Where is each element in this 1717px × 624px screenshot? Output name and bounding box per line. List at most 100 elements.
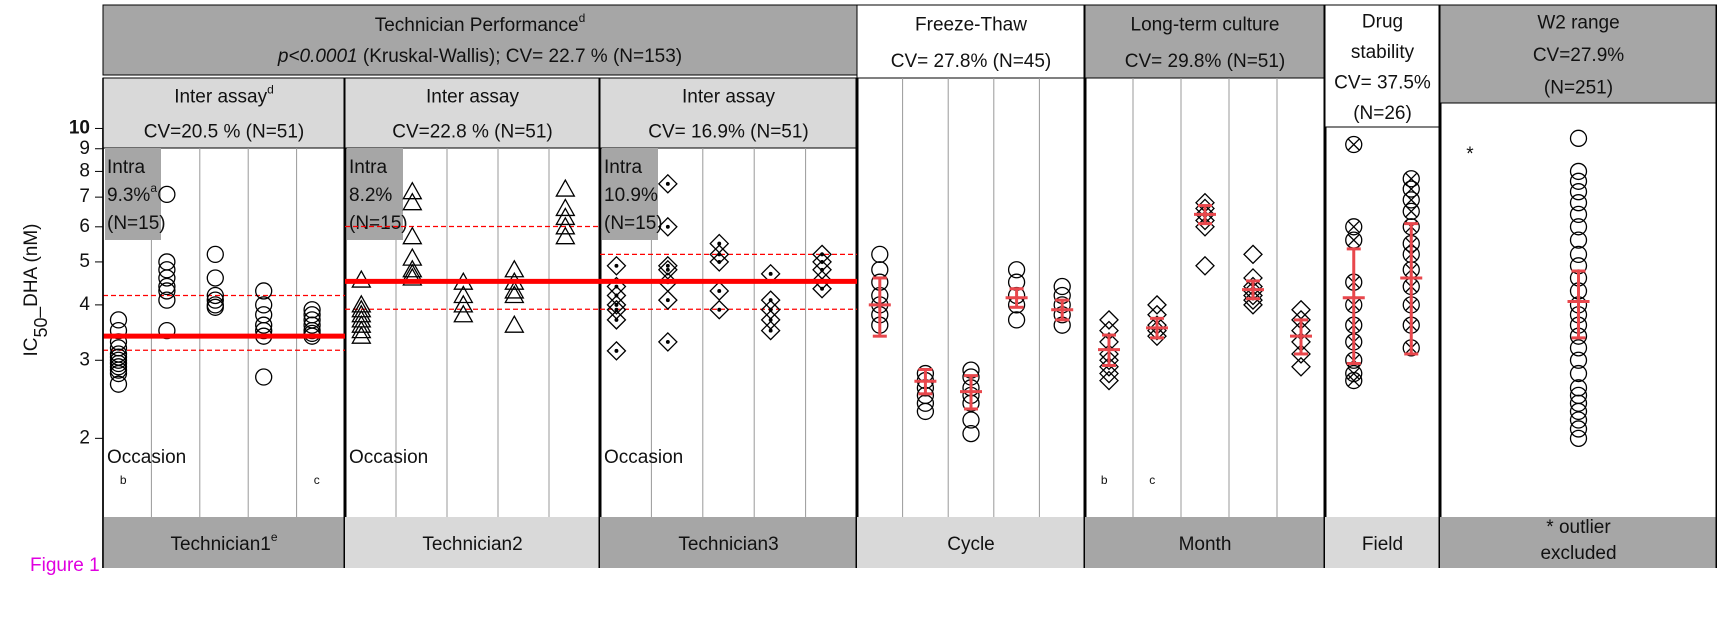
data-point	[1345, 135, 1363, 154]
intra-text: (N=15)	[107, 213, 166, 234]
marker-shape	[1569, 420, 1588, 438]
marker-shape	[1569, 205, 1588, 224]
data-point	[1147, 294, 1167, 315]
intra-text: 9.3%a	[107, 181, 157, 206]
intra-box	[602, 148, 658, 240]
data-point	[1099, 350, 1119, 371]
marker-shape	[303, 316, 321, 334]
marker-shape	[402, 192, 423, 211]
marker-shape	[657, 255, 678, 276]
marker-shape	[606, 340, 627, 361]
data-point	[657, 216, 678, 237]
label-text: CV=22.8 % (N=51)	[392, 122, 553, 143]
marker-shape	[158, 291, 176, 309]
marker-shape	[402, 259, 423, 278]
data-point	[1569, 364, 1588, 383]
occasion-label: Occasion	[349, 447, 428, 468]
figure-label: Figure 1	[30, 555, 100, 576]
data-point	[555, 178, 576, 197]
data-point	[158, 277, 176, 296]
marker-shape	[1569, 129, 1588, 147]
marker-shape	[1099, 370, 1119, 391]
marker-shape	[351, 309, 372, 328]
data-point	[351, 314, 372, 333]
marker-shape	[1402, 191, 1420, 209]
marker-shape	[1569, 218, 1588, 236]
label-italic: p<0.0001	[277, 46, 358, 67]
data-point	[158, 269, 176, 287]
label-text: Technician3	[678, 534, 778, 555]
label-text: CV=27.9%	[1533, 45, 1624, 66]
marker-shape	[109, 361, 128, 379]
occasion-label: Occasion	[604, 447, 683, 468]
data-point	[1291, 299, 1311, 320]
data-point	[962, 424, 980, 443]
data-point	[1569, 351, 1588, 369]
marker-shape	[606, 255, 627, 276]
data-point	[158, 261, 176, 279]
marker-shape	[1243, 244, 1263, 265]
marker-shape	[206, 286, 224, 305]
header-box	[1439, 4, 1717, 104]
data-point	[1402, 170, 1420, 188]
marker-shape	[1243, 285, 1263, 306]
data-point	[1569, 129, 1588, 147]
data-point	[1345, 371, 1363, 390]
data-point	[760, 309, 781, 330]
footer-box	[1325, 517, 1440, 568]
marker-shape	[109, 354, 128, 373]
marker-shape	[962, 411, 980, 429]
marker-shape	[657, 173, 678, 194]
marker-shape	[504, 259, 525, 278]
marker-shape	[1099, 363, 1119, 384]
data-point	[1053, 277, 1071, 296]
label-text: Technician Performance	[375, 15, 579, 36]
marker-shape	[1569, 231, 1588, 249]
data-point	[402, 247, 423, 266]
data-point	[1099, 356, 1119, 377]
y-tick-label: 7	[79, 186, 90, 207]
data-point	[1569, 194, 1588, 212]
marker-shape	[555, 216, 576, 235]
data-point	[657, 255, 678, 276]
label-text: stability	[1351, 42, 1415, 63]
label-text: (N=15)	[349, 213, 408, 234]
data-point	[504, 285, 525, 304]
data-point	[962, 411, 980, 429]
label-text: Intra	[107, 157, 145, 178]
label-sup: e	[271, 530, 278, 544]
marker-shape	[665, 181, 670, 186]
y-tick-label: 6	[79, 216, 90, 237]
data-point	[606, 294, 627, 315]
footer-box	[1085, 517, 1325, 568]
label-text: Inter assay	[426, 87, 519, 108]
marker-shape	[657, 332, 678, 352]
marker-shape	[812, 278, 832, 299]
marker-shape	[709, 251, 730, 272]
data-point	[1243, 294, 1263, 315]
marker-shape	[614, 348, 619, 353]
data-point	[916, 402, 935, 421]
data-point	[555, 226, 576, 245]
data-point	[1569, 162, 1588, 181]
data-point	[1569, 339, 1588, 357]
marker-shape	[1402, 170, 1420, 188]
data-point	[1243, 285, 1263, 306]
marker-shape	[1405, 205, 1418, 218]
data-point	[1291, 344, 1311, 364]
data-point	[1569, 420, 1588, 438]
y-axis-title-text: _DHA (nM)	[21, 224, 42, 319]
label-text: (N=15)	[107, 213, 166, 234]
marker-shape	[665, 298, 670, 303]
data-point	[1291, 356, 1311, 377]
marker-shape	[1347, 374, 1360, 387]
label-sup: b	[1101, 473, 1108, 487]
marker-shape	[1243, 290, 1263, 311]
y-tick-label: 2	[79, 427, 90, 448]
marker-shape	[916, 402, 935, 421]
data-point	[606, 340, 627, 361]
data-point	[657, 290, 678, 311]
label-text: CV=20.5 % (N=51)	[144, 122, 305, 143]
label-text: Drug	[1362, 11, 1403, 32]
header-text: CV= 16.9% (N=51)	[648, 122, 809, 143]
